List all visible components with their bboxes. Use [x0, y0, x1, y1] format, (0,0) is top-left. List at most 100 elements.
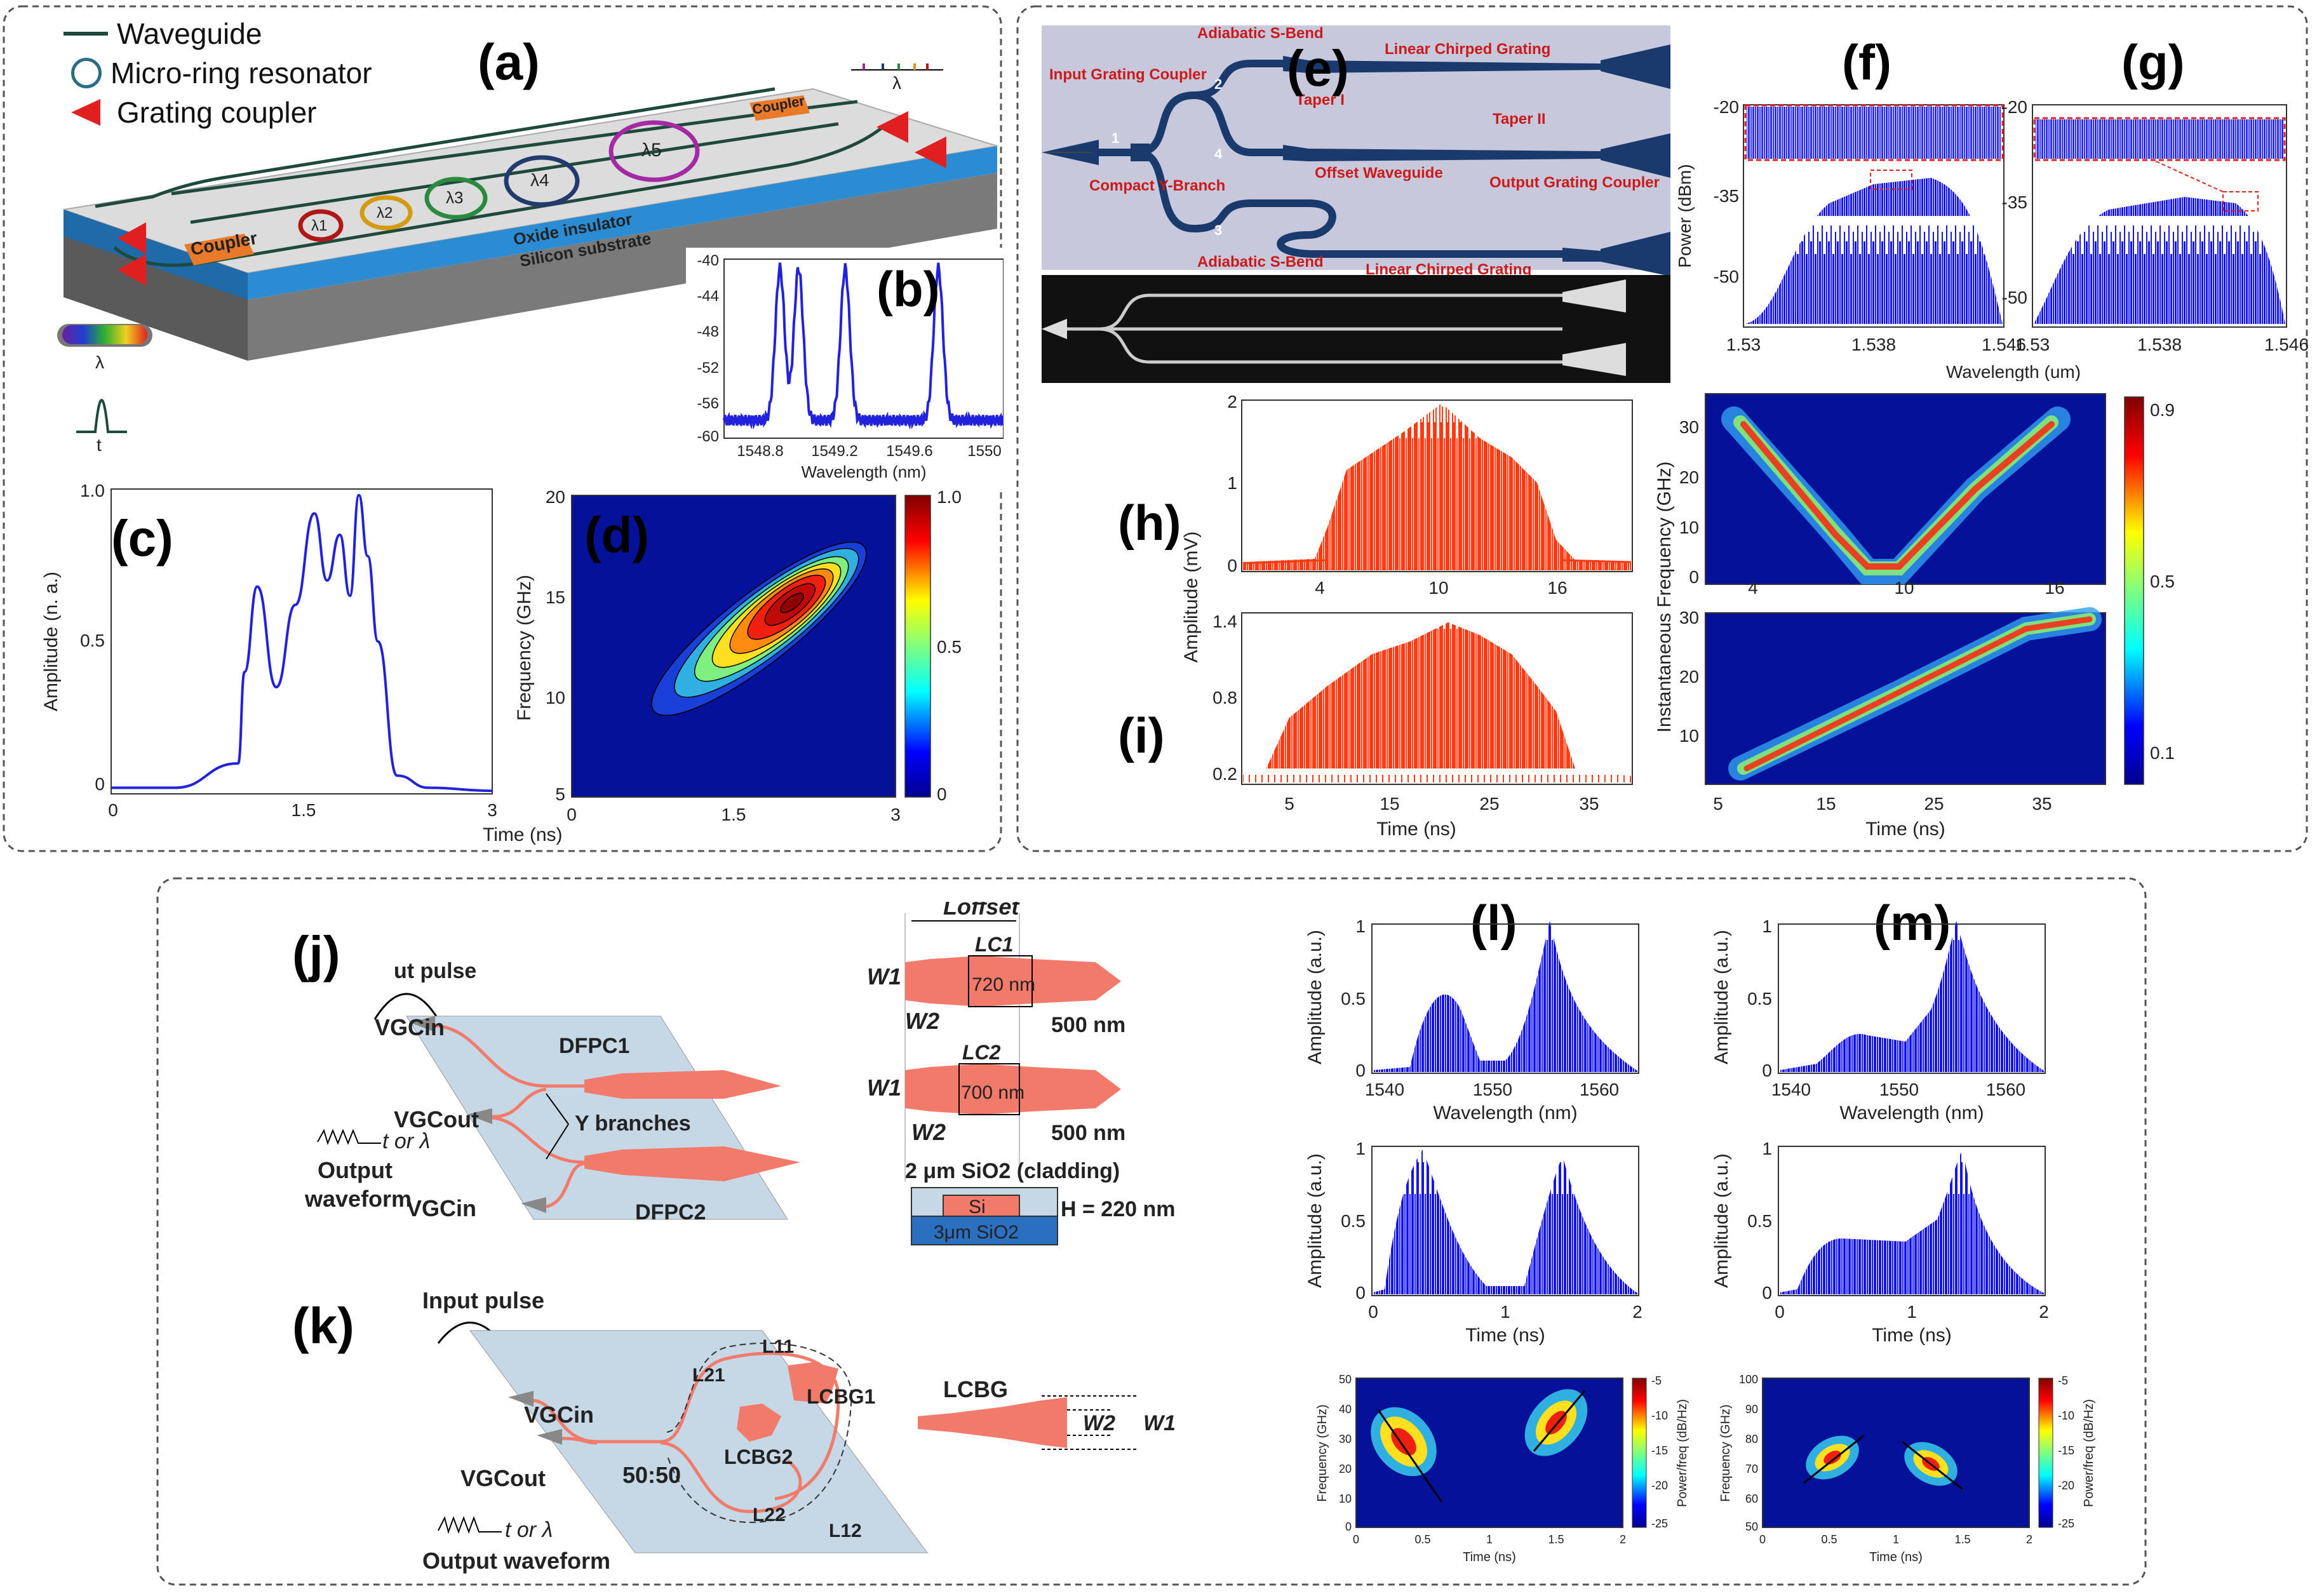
- d-cbtick: 0.5: [937, 637, 962, 657]
- hi-colorbar: [2124, 396, 2144, 785]
- j-cladding: 2 μm SiO2 (cladding): [905, 1159, 1120, 1183]
- e-ann-sbend-bot: Adiabatic S-Bend: [1197, 253, 1324, 271]
- c-ytick: 1.0: [80, 481, 105, 500]
- k-l21: L21: [692, 1365, 725, 1386]
- h-spectrogram-trace: [1721, 406, 2071, 584]
- j-vgcout: VGCout: [394, 1106, 479, 1132]
- legend-a: Waveguide Micro-ring resonator Grating c…: [64, 14, 372, 132]
- l-wtick: 1560: [1580, 1080, 1619, 1099]
- box-layer: [911, 1216, 1058, 1245]
- l-st-xlabel: Time (ns): [1463, 1550, 1516, 1564]
- spec-ylabel: Instantaneous Frequency (GHz): [1654, 462, 1675, 733]
- m-spectrum: [1780, 921, 2044, 1072]
- charts-lm: (l) (m) 1 0.5 0 1540 1550 1560 Wavelengt…: [1305, 895, 2096, 1564]
- c-ytick: 0.5: [80, 631, 105, 650]
- h-xtick: 4: [1315, 578, 1325, 598]
- m-atick2: 0.5: [1747, 1211, 1772, 1231]
- ring-label-4: λ4: [530, 170, 549, 190]
- f-xtick: 1.538: [1851, 335, 1896, 354]
- m-atick2: 0: [1762, 1283, 1772, 1303]
- m-spectrogram-blobs: [1803, 1434, 1963, 1491]
- k-l22: L22: [753, 1505, 786, 1526]
- b-ytick: -40: [697, 252, 719, 269]
- m-sttick: 2: [2026, 1533, 2032, 1546]
- d-xtick: 3: [890, 805, 901, 824]
- i-xtick: 5: [1284, 794, 1294, 814]
- m-ftick: 90: [1745, 1403, 1758, 1416]
- d-ytick: 10: [546, 688, 565, 707]
- b-xlabel: Wavelength (nm): [802, 462, 927, 481]
- d-cbtick: 1.0: [937, 487, 962, 507]
- l-cbtick: -15: [1651, 1444, 1668, 1457]
- output-comb-icon: [851, 64, 943, 70]
- h-xtick: 10: [1428, 578, 1448, 598]
- si-xtick: 5: [1713, 794, 1723, 814]
- k-output: Output waveform: [422, 1548, 610, 1574]
- si-ytick: 10: [1679, 726, 1699, 746]
- sh-ytick: 10: [1679, 518, 1699, 537]
- m-cbtick: -20: [2058, 1479, 2074, 1492]
- j-h: H = 220 nm: [1061, 1197, 1175, 1221]
- ring-label-1: λ1: [311, 217, 327, 234]
- ring-4: [504, 155, 580, 207]
- e-ann-taper1: Taper I: [1296, 91, 1345, 109]
- k-split: 50:50: [622, 1462, 681, 1488]
- chart-fg: -20 -35 -50 1.53 1.538 1.546 Power (dBm)…: [1677, 34, 2309, 381]
- l-ftick: 0: [1345, 1520, 1352, 1533]
- ring-label-2: λ2: [377, 205, 393, 222]
- m-cbtick: -25: [2058, 1517, 2074, 1530]
- m-sttick: 0.5: [1821, 1533, 1837, 1546]
- chart-c-line: [111, 493, 493, 793]
- m-wtick: 1550: [1879, 1080, 1919, 1099]
- j-w2a: W2: [905, 1008, 939, 1034]
- l-cbtick: -5: [1651, 1374, 1662, 1387]
- e-num-1: 1: [1111, 130, 1119, 146]
- f-spectrum: [1745, 178, 2003, 324]
- e-ann-offset: Offset Waveguide: [1315, 164, 1443, 182]
- l-wl-label: Wavelength (nm): [1433, 1103, 1577, 1123]
- l-ftick: 50: [1339, 1373, 1352, 1386]
- hi-cbtick: 0.1: [2150, 743, 2175, 763]
- h-ytick: 0: [1227, 556, 1237, 575]
- g-ytick: -20: [2002, 97, 2027, 117]
- l-sttick: 0.5: [1414, 1533, 1430, 1546]
- m-wl-label: Wavelength (nm): [1839, 1103, 1984, 1123]
- j-t-or-lambda: t or λ: [382, 1129, 430, 1153]
- e-ann-sbend-top: Adiabatic S-Bend: [1197, 25, 1324, 42]
- c-xtick: 3: [487, 800, 497, 820]
- k-l12: L12: [829, 1520, 862, 1541]
- legend-ring: Micro-ring resonator: [111, 57, 372, 90]
- l-spectrum: [1373, 921, 1637, 1072]
- l-cbtick: -20: [1651, 1479, 1668, 1492]
- m-st-xlabel: Time (ns): [1869, 1550, 1923, 1564]
- panel-label-m: (m): [1874, 895, 1951, 951]
- d-ytick: 5: [555, 784, 565, 804]
- dfpc1-detail: [905, 956, 1121, 1007]
- lcbg2: [737, 1404, 781, 1442]
- j-input-label: ut pulse: [394, 959, 476, 983]
- l-wtick: 1540: [1365, 1080, 1404, 1099]
- c-xtick: 1.5: [292, 800, 316, 820]
- m-cbtick: -5: [2058, 1374, 2068, 1387]
- d-ylabel: Frequency (GHz): [514, 575, 535, 721]
- cd-xlabel: Time (ns): [483, 824, 563, 845]
- j-dfpc1: DFPC1: [559, 1034, 629, 1058]
- dfpc2: [584, 1146, 800, 1181]
- l-ftick: 10: [1339, 1492, 1352, 1505]
- i-spectrogram-trace: [1728, 607, 2102, 781]
- m-sttick: 1: [1893, 1533, 1899, 1546]
- lcbg1: [788, 1362, 838, 1404]
- l-ftick: 30: [1339, 1433, 1352, 1445]
- sh-xtick: 10: [1894, 578, 1914, 598]
- h-waveform: [1243, 403, 1631, 570]
- m-ttick: 1: [1907, 1302, 1917, 1322]
- j-700: 700 nm: [961, 1082, 1024, 1103]
- panel-label-j: (j): [292, 926, 340, 982]
- j-w1b: W1: [867, 1075, 901, 1101]
- b-xtick: 1549.6: [886, 443, 932, 460]
- device-layout-e: 1 2 3 4 Input Grating Coupler Compact Y-…: [1042, 25, 1670, 383]
- e-ann-output: Output Grating Coupler: [1489, 174, 1660, 191]
- m-time-label: Time (ns): [1872, 1325, 1952, 1346]
- l-ttick: 2: [1632, 1302, 1642, 1322]
- g-xtick: 1.53: [2015, 335, 2050, 354]
